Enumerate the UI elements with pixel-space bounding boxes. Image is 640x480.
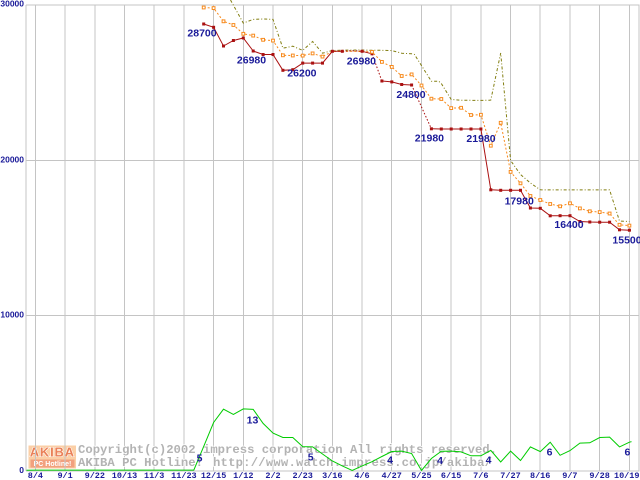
svg-text:11/3: 11/3 [144,471,164,480]
svg-text:26980: 26980 [237,55,266,67]
svg-text:26980: 26980 [347,55,376,67]
svg-text:3/16: 3/16 [322,471,342,480]
svg-text:1/12: 1/12 [233,471,253,480]
svg-text:6: 6 [547,447,553,459]
svg-text:21980: 21980 [466,133,495,145]
svg-text:AKIBA: AKIBA [30,445,75,460]
svg-text:0: 0 [19,465,24,475]
svg-text:11/23: 11/23 [171,471,197,480]
svg-text:4: 4 [387,455,393,467]
svg-text:4/27: 4/27 [381,471,401,480]
svg-text:4: 4 [437,455,443,467]
svg-text:2/23: 2/23 [292,471,312,480]
svg-text:20000: 20000 [0,154,24,164]
svg-text:30000: 30000 [0,0,24,9]
svg-text:10/19: 10/19 [614,471,640,480]
svg-text:9/28: 9/28 [589,471,609,480]
svg-text:7/27: 7/27 [500,471,520,480]
svg-text:8/4: 8/4 [28,471,43,480]
svg-text:5/25: 5/25 [411,471,431,480]
svg-text:8/16: 8/16 [530,471,550,480]
svg-text:16400: 16400 [554,219,583,231]
svg-text:21980: 21980 [415,133,444,145]
svg-text:4/6: 4/6 [354,471,369,480]
svg-text:9/22: 9/22 [85,471,105,480]
svg-text:5: 5 [197,453,203,465]
svg-text:28700: 28700 [187,28,216,40]
svg-text:12/15: 12/15 [201,471,227,480]
svg-text:5: 5 [308,452,314,464]
svg-text:6: 6 [624,447,630,459]
svg-text:9/1: 9/1 [57,471,72,480]
svg-text:4: 4 [486,455,492,467]
svg-text:Copyright(c)2002 impress corpo: Copyright(c)2002 impress corporation All… [78,443,497,457]
svg-text:9/7: 9/7 [562,471,577,480]
svg-text:10/13: 10/13 [112,471,138,480]
svg-text:26200: 26200 [287,68,316,80]
svg-text:http://www.watch.impress.co.jp: http://www.watch.impress.co.jp/akiba/ [213,456,492,470]
svg-text:17980: 17980 [505,195,534,207]
svg-text:6/15: 6/15 [441,471,461,480]
svg-text:AKIBA PC Hotline!: AKIBA PC Hotline! [78,456,203,470]
svg-text:7/6: 7/6 [473,471,488,480]
svg-text:13: 13 [247,415,259,427]
svg-text:24800: 24800 [396,89,425,101]
svg-text:15500: 15500 [612,235,640,247]
svg-text:10000: 10000 [0,309,24,319]
svg-text:PC Hotline!: PC Hotline! [34,461,72,468]
svg-text:2/2: 2/2 [265,471,280,480]
